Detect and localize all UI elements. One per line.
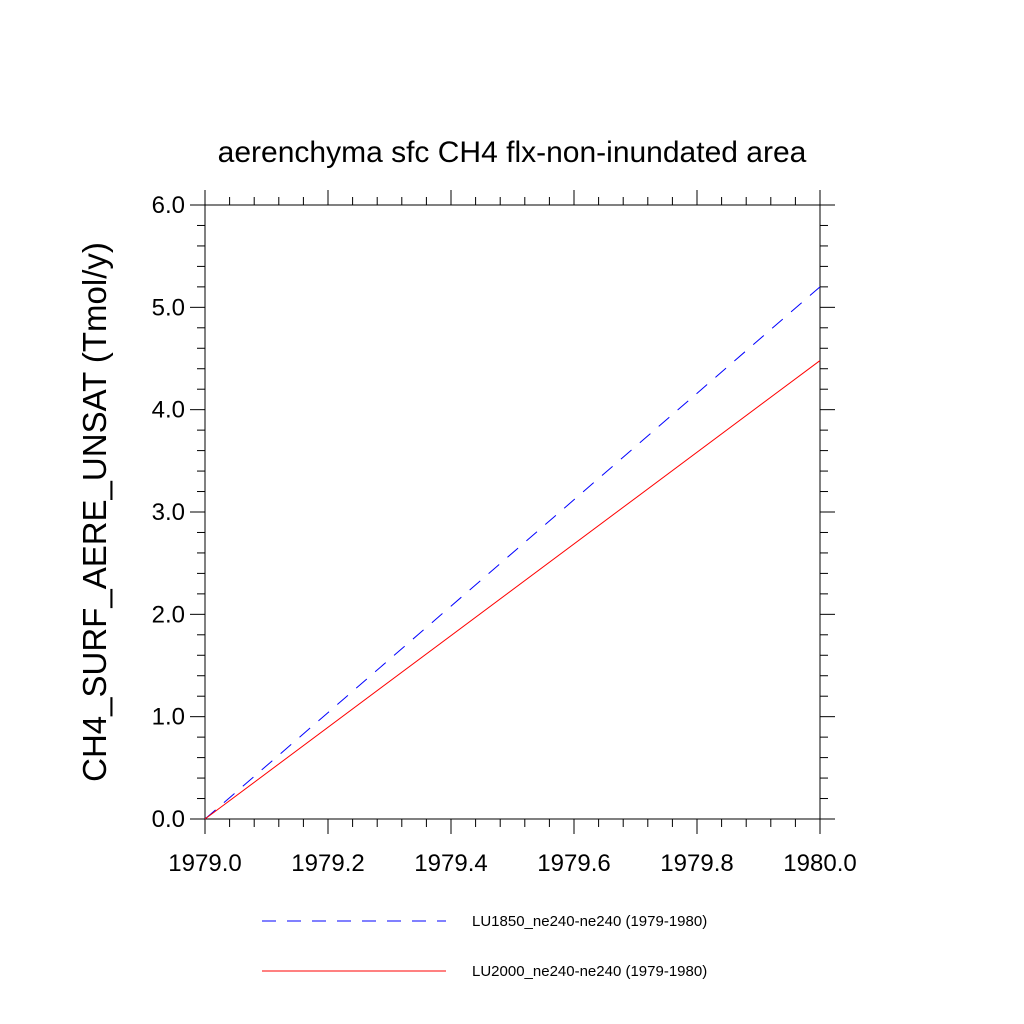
x-axis-ticks: 1979.0 1979.2 1979.4 1979.6 1979.8 1980.0	[168, 190, 857, 877]
x-tick-label: 1979.2	[291, 850, 364, 877]
y-axis-ticks: 0.0 1.0 2.0 3.0 4.0 5.0 6.0	[152, 192, 835, 833]
series-line-2	[204, 360, 821, 820]
y-tick-label: 4.0	[152, 397, 185, 424]
y-tick-label: 6.0	[152, 192, 185, 219]
y-tick-label: 5.0	[152, 294, 185, 321]
chart-title: aerenchyma sfc CH4 flx-non-inundated are…	[218, 136, 807, 169]
y-axis-label: CH4_SURF_AERE_UNSAT (Tmol/y)	[76, 242, 113, 782]
y-tick-label: 0.0	[152, 806, 185, 833]
plot-frame	[204, 204, 821, 820]
plot-border	[204, 204, 821, 820]
x-tick-label: 1979.4	[414, 850, 487, 877]
y-tick-label: 2.0	[152, 601, 185, 628]
x-tick-label: 1980.0	[783, 850, 856, 877]
legend-label-2: LU2000_ne240-ne240 (1979-1980)	[472, 963, 707, 980]
legend-label-1: LU1850_ne240-ne240 (1979-1980)	[472, 913, 707, 930]
x-tick-label: 1979.8	[660, 850, 733, 877]
series-line-1	[204, 286, 821, 820]
legend: LU1850_ne240-ne240 (1979-1980) LU2000_ne2…	[262, 913, 707, 980]
x-tick-label: 1979.0	[168, 850, 241, 877]
x-tick-label: 1979.6	[537, 850, 610, 877]
y-tick-label: 1.0	[152, 704, 185, 731]
series-lines	[204, 286, 821, 820]
y-tick-label: 3.0	[152, 499, 185, 526]
